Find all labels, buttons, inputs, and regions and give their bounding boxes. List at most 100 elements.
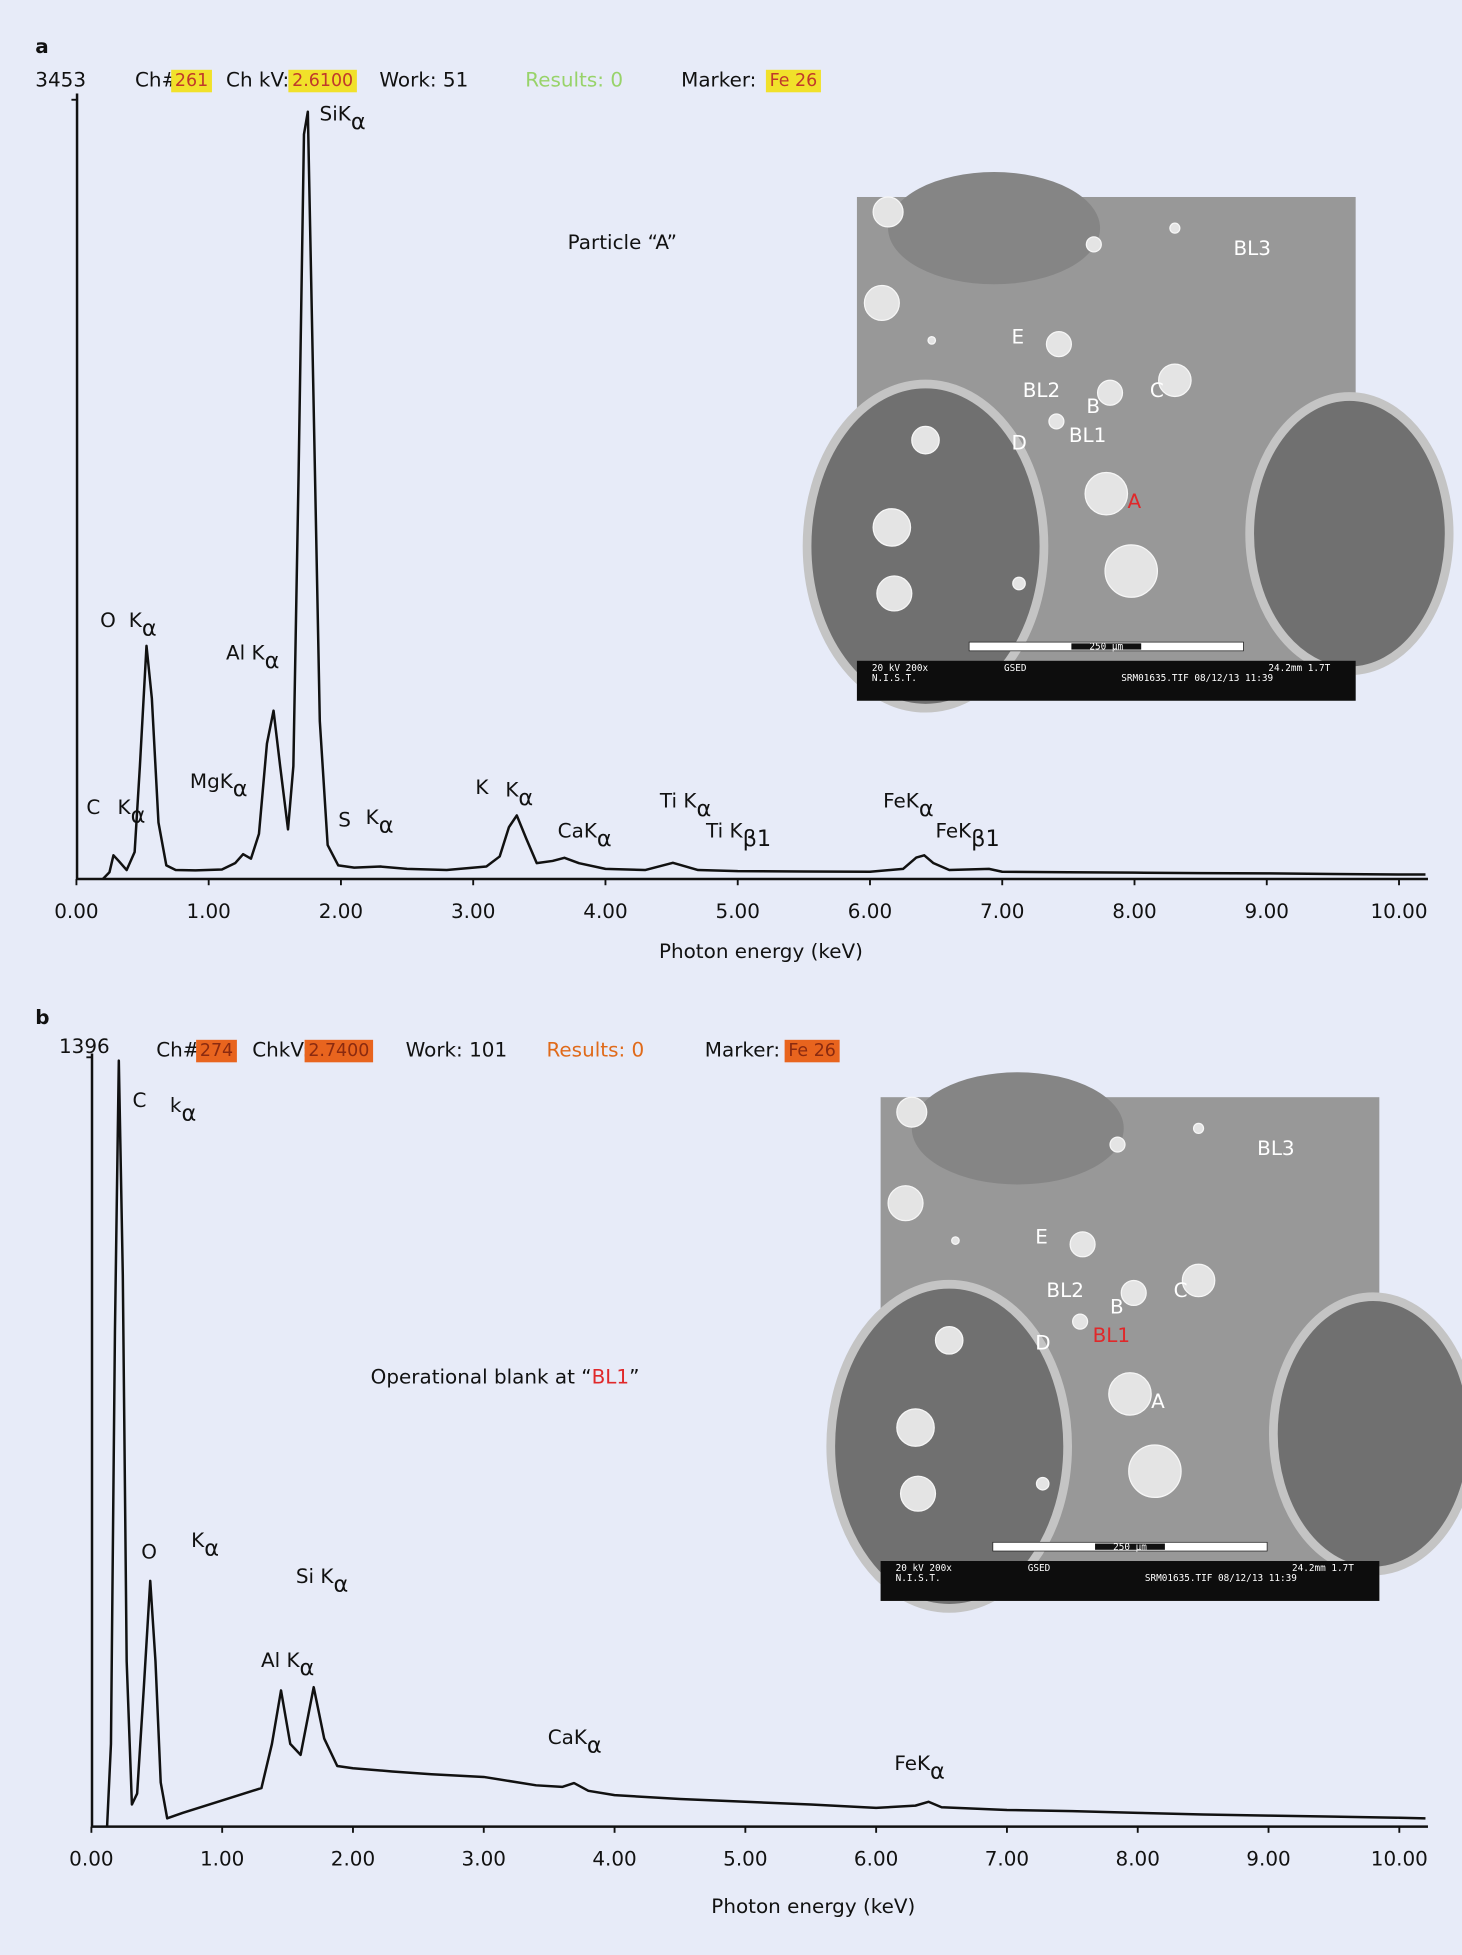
- particle: [1109, 1136, 1126, 1153]
- peak-label-text: K: [505, 777, 519, 801]
- particle: [1128, 1444, 1182, 1499]
- particle: [872, 196, 904, 228]
- peak-label-text: CaK: [558, 818, 598, 842]
- info-bar: [880, 1561, 1380, 1601]
- scale-bar-label: 250 µm: [1089, 642, 1123, 653]
- particle: [927, 336, 937, 345]
- particle: [1084, 471, 1129, 516]
- x-tick-label: 2.00: [319, 899, 363, 923]
- peak-label-sub: α: [265, 647, 280, 673]
- micrograph-label: D: [1035, 1331, 1050, 1355]
- x-tick-label: 3.00: [462, 1847, 506, 1871]
- particle: [951, 1236, 960, 1245]
- peak-label-text: K: [191, 1528, 205, 1552]
- micrograph-label: BL1: [1069, 423, 1106, 447]
- header-work: Work: 51: [379, 68, 468, 92]
- peak-label-text: MgK: [190, 768, 234, 792]
- peak-label: O: [100, 607, 116, 631]
- peak-label: FeKβ1: [935, 818, 999, 851]
- x-tick-label: 7.00: [985, 1847, 1029, 1871]
- x-tick-label: 8.00: [1112, 899, 1156, 923]
- peak-label: Kα: [505, 777, 533, 810]
- header-marker: Fe 26: [788, 1041, 836, 1061]
- peak-label-text: CaK: [548, 1725, 588, 1749]
- peak-label-sub: α: [587, 1732, 602, 1758]
- peak-label: S: [338, 807, 351, 831]
- header-highlight: [196, 1039, 237, 1063]
- peak-label-text: K: [366, 804, 380, 828]
- peak-label: Kα: [366, 804, 394, 837]
- subtitle: Operational blank at “BL1”: [371, 1364, 640, 1388]
- header-chkv-label: Ch kV:: [226, 68, 289, 92]
- x-tick-label: 4.00: [592, 1847, 636, 1871]
- info-text: 24.2mm 1.7T: [1292, 1563, 1354, 1574]
- subtitle-part: Operational blank at “: [371, 1364, 592, 1388]
- peak-label-sub: α: [131, 802, 146, 828]
- x-tick-label: 4.00: [583, 899, 627, 923]
- micrograph-label: B: [1110, 1294, 1124, 1318]
- micrograph-label: BL2: [1023, 378, 1060, 402]
- peak-label: Ti Kα: [659, 788, 711, 821]
- x-tick-label: 10.00: [1370, 899, 1427, 923]
- x-tick-label: 8.00: [1116, 1847, 1160, 1871]
- x-axis-label: Photon energy (keV): [659, 939, 863, 963]
- particle: [1048, 413, 1065, 430]
- surface-shade: [888, 172, 1101, 285]
- header-work: Work: 101: [406, 1038, 508, 1062]
- header-ch: 261: [175, 71, 208, 91]
- particle: [1072, 1313, 1089, 1330]
- micrograph-label: BL1: [1093, 1323, 1130, 1347]
- peak-label-sub: α: [204, 1535, 219, 1561]
- micrograph-label: BL3: [1257, 1136, 1294, 1160]
- x-tick-label: 1.00: [186, 899, 230, 923]
- particle: [1012, 576, 1026, 591]
- particle: [1108, 1372, 1152, 1416]
- x-tick-label: 7.00: [980, 899, 1024, 923]
- peak-label-text: O: [100, 607, 116, 631]
- peak-label-sub: α: [379, 812, 394, 838]
- peak-label-sub: α: [233, 776, 248, 802]
- particle: [896, 1096, 928, 1128]
- peak-label-sub: α: [696, 796, 711, 822]
- peak-label: Kα: [129, 607, 157, 640]
- pore: [1245, 392, 1454, 676]
- x-axis-label: Photon energy (keV): [711, 1894, 915, 1918]
- spectrum-line: [105, 1059, 1426, 1827]
- peak-label-sub: α: [930, 1758, 945, 1784]
- info-text: GSED: [1004, 663, 1027, 674]
- peak-label: CaKα: [558, 818, 612, 851]
- peak-label: SiKα: [320, 101, 366, 134]
- pore: [826, 1279, 1073, 1613]
- micrograph: 250 µm 20 kV 200x GSED 24.2mm 1.7T N.I.S.T. S…: [802, 172, 1454, 713]
- micrograph-label: E: [1035, 1225, 1048, 1249]
- x-tick-label: 0.00: [54, 899, 98, 923]
- surface-shade: [911, 1072, 1124, 1185]
- info-text: 20 kV 200x: [896, 1563, 953, 1574]
- header-highlight: [171, 69, 212, 93]
- x-tick-label: 10.00: [1371, 1847, 1428, 1871]
- micrograph-label: BL2: [1046, 1278, 1083, 1302]
- peak-label-text: K: [129, 607, 143, 631]
- peak-label-sub: α: [142, 615, 157, 641]
- x-tick-label: 5.00: [716, 899, 760, 923]
- peak-label: Si Kα: [296, 1564, 348, 1597]
- peak-label-text: O: [141, 1539, 157, 1563]
- scale-bar-fill: [1071, 643, 1142, 650]
- particle: [1045, 331, 1073, 358]
- peak-label-text: S: [338, 807, 351, 831]
- peak-label-text: FeK: [935, 818, 972, 842]
- particle: [1192, 1122, 1205, 1134]
- peak-label: Al Kα: [226, 640, 279, 673]
- peak-label-text: K: [475, 774, 489, 798]
- header-chkv: 2.7400: [308, 1041, 369, 1061]
- info-text: SRM01635.TIF 08/12/13 11:39: [1145, 1573, 1297, 1584]
- info-text: N.I.S.T.: [896, 1573, 941, 1584]
- x-tick-label: 5.00: [723, 1847, 767, 1871]
- micrograph-label: D: [1012, 430, 1027, 454]
- peak-label: Al Kα: [261, 1647, 314, 1680]
- peak-label-text: k: [170, 1092, 182, 1116]
- peak-label-text: Si K: [296, 1564, 335, 1588]
- peak-label-text: Al K: [261, 1647, 301, 1671]
- scale-bar-label: 250 µm: [1113, 1542, 1147, 1553]
- peak-label-sub: α: [300, 1655, 315, 1681]
